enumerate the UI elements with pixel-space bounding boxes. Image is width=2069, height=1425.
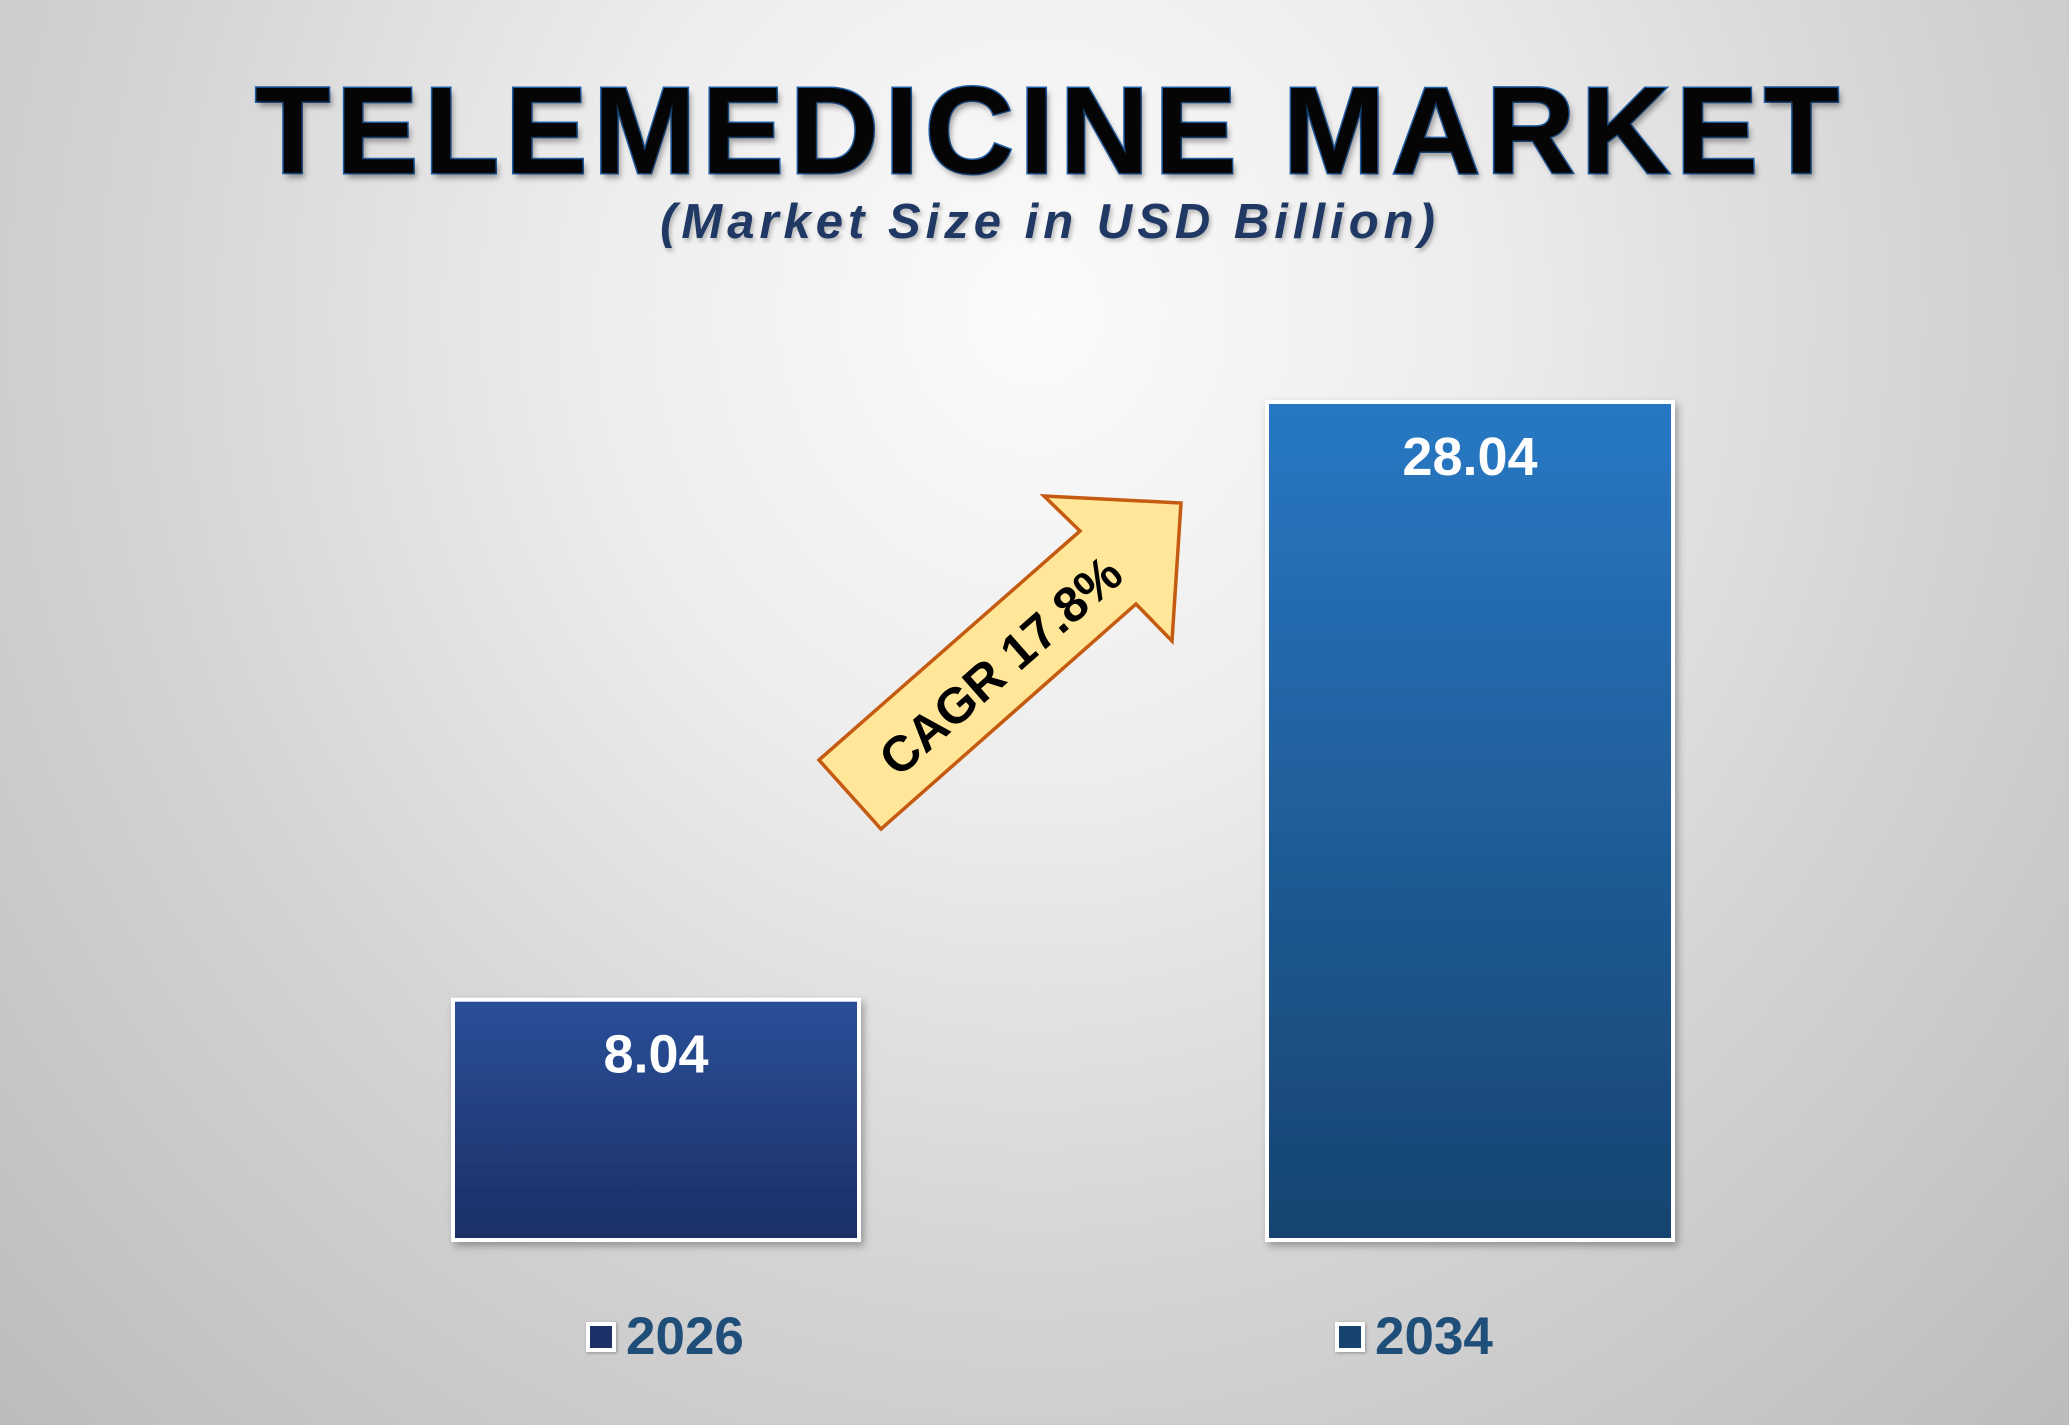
data-label-2034: 28.04 — [1402, 427, 1537, 487]
legend-item-2034: 2034 — [1335, 1310, 1493, 1363]
cagr-arrow: CAGR 17.8% — [816, 494, 1183, 832]
cagr-arrow-shape — [816, 494, 1183, 832]
chart-title: TELEMEDICINE MARKET — [254, 63, 1845, 200]
bar-2026 — [451, 997, 861, 1242]
legend-label-2026: 2026 — [626, 1307, 744, 1366]
legend-label-2034: 2034 — [1375, 1307, 1493, 1366]
legend-swatch-2034 — [1335, 1321, 1365, 1352]
bar-2034 — [1265, 400, 1675, 1242]
cagr-label: CAGR 17.8% — [869, 545, 1134, 787]
legend-item-2026: 2026 — [586, 1310, 744, 1363]
bars-layer: 8.04 28.04 — [451, 400, 1675, 1242]
chart-subtitle: (Market Size in USD Billion) — [660, 195, 1440, 249]
data-label-2026: 8.04 — [603, 1025, 708, 1085]
legend-swatch-2026 — [586, 1321, 616, 1352]
